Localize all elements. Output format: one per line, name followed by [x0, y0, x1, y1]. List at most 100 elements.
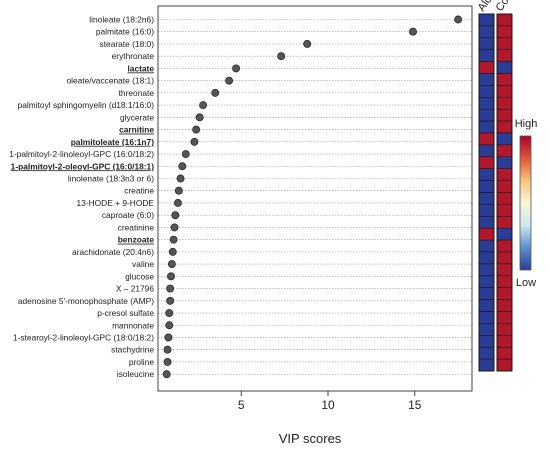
heatmap-cell — [478, 49, 495, 62]
metabolite-label: 1-stearoyl-2-linoleoyl-GPC (18:0/18:2) — [13, 332, 154, 342]
metabolite-label: linolenate (18:3n3 or 6) — [68, 173, 154, 183]
heatmap-cell — [478, 346, 495, 360]
vip-point — [211, 88, 220, 97]
x-tick-label: 10 — [321, 398, 335, 412]
vip-points — [162, 15, 463, 379]
heatmap-cell — [478, 335, 495, 348]
vip-point — [167, 272, 175, 281]
metabolite-label: 1-palmitoyl-2-linoleoyl-GPC (16:0/18:2) — [9, 149, 154, 159]
heatmap-cell — [478, 168, 495, 181]
metabolite-label: glucose — [125, 271, 154, 281]
vip-point — [192, 125, 201, 134]
metabolite-label: stearate (18:0) — [100, 39, 155, 49]
vip-point — [163, 357, 172, 366]
heatmap-cell — [478, 108, 495, 122]
heatmap-cell — [496, 120, 513, 134]
metabolite-label: adenosine 5'-monophosphate (AMP) — [18, 296, 154, 306]
heatmap-cell — [496, 335, 513, 348]
heatmap-cell — [496, 192, 513, 205]
vip-point — [195, 113, 204, 122]
heatmap-cell — [496, 299, 513, 312]
metabolite-label: palmitate (16:0) — [96, 27, 154, 37]
heatmap-cell — [496, 346, 513, 360]
heatmap-cell — [478, 263, 495, 277]
heatmap-cell — [478, 287, 495, 300]
heatmap-cell — [496, 49, 513, 62]
heatmap-cell — [478, 37, 495, 50]
heatmap-cell — [478, 73, 495, 86]
heatmap-cell — [478, 25, 495, 39]
metabolite-label: carnitine — [119, 125, 154, 135]
heatmap-cell — [478, 311, 495, 324]
metabolite-label: glycerate — [120, 112, 154, 122]
heatmap-cell — [478, 275, 495, 288]
metabolite-label: oleate/vaccenate (18:1) — [66, 76, 154, 86]
metabolite-label: erythronate — [112, 51, 155, 61]
heatmap-cell — [478, 132, 495, 146]
row-gridlines — [158, 19, 472, 375]
x-axis-title: VIP scores — [279, 431, 342, 446]
metabolite-label: 1-palmitoyl-2-oleoyl-GPC (16:0/18:1) — [11, 161, 155, 171]
heatmap-cell — [478, 323, 495, 336]
metabolite-label: proline — [129, 357, 154, 367]
heatmap-cell — [478, 251, 495, 265]
heatmap-cell — [496, 204, 513, 217]
metabolite-label: lactate — [127, 63, 154, 73]
plot-frame — [157, 5, 473, 392]
heatmap-cell — [496, 311, 513, 324]
heatmap-cell — [496, 37, 513, 50]
metabolite-labels: linoleate (18:2n6) palmitate (16:0) steara… — [9, 15, 154, 380]
vip-point — [174, 186, 183, 195]
vip-point — [303, 40, 312, 48]
heatmap-cell — [478, 144, 495, 158]
metabolite-label: 13-HODE + 9-HODE — [77, 198, 155, 208]
heatmap-cell — [496, 108, 513, 122]
heatmap-cell — [478, 358, 495, 372]
heatmap-cell — [478, 180, 495, 193]
heatmap-column-frame — [478, 13, 495, 372]
x-tick-label: 5 — [238, 398, 245, 412]
metabolite-label: benzoate — [118, 235, 155, 245]
metabolite-label: isoleucine — [117, 369, 155, 379]
heatmap-cell — [496, 275, 513, 288]
group-heatmap: Alc Con — [476, 0, 515, 372]
vip-point — [174, 198, 182, 207]
vip-point — [163, 345, 172, 354]
heatmap-column-label: Con — [494, 0, 515, 14]
heatmap-cell — [496, 73, 513, 86]
heatmap-cell — [478, 156, 495, 169]
heatmap-cell — [478, 120, 495, 134]
metabolite-label: creatinine — [118, 222, 155, 232]
heatmap-cell — [496, 144, 513, 158]
heatmap-cell — [496, 61, 513, 74]
metabolite-label: mannonate — [112, 320, 154, 330]
legend-low-label: Low — [516, 277, 536, 289]
heatmap-cell — [496, 323, 513, 336]
vip-point — [178, 162, 187, 171]
heatmap-cell — [478, 85, 495, 98]
vip-point — [225, 76, 234, 85]
metabolite-label: threonate — [119, 88, 155, 98]
vip-point — [165, 309, 174, 317]
metabolite-label: stachydrine — [111, 345, 154, 355]
heatmap-cell — [478, 299, 495, 312]
vip-point — [190, 137, 199, 146]
heatmap-cell — [478, 204, 495, 217]
heatmap-cell — [496, 263, 513, 277]
heatmap-cell — [496, 180, 513, 193]
heatmap-cell — [478, 192, 495, 205]
metabolite-label: arachidonate (20:4n6) — [72, 247, 154, 257]
metabolite-label: palmitoyl sphingomyelin (d18:1/16:0) — [18, 100, 155, 110]
heatmap-cell — [496, 287, 513, 300]
vip-point — [167, 260, 176, 269]
heatmap-cell — [496, 239, 513, 253]
heatmap-cell — [478, 61, 495, 74]
vip-point — [165, 321, 174, 330]
metabolite-label: caproate (6:0) — [102, 210, 154, 220]
heatmap-column-frame — [496, 13, 513, 372]
legend-gradient-bar — [519, 135, 532, 271]
vip-point — [277, 52, 286, 61]
vip-point — [409, 27, 417, 36]
color-legend: High Low — [515, 118, 538, 289]
x-tick-label: 15 — [408, 398, 422, 412]
